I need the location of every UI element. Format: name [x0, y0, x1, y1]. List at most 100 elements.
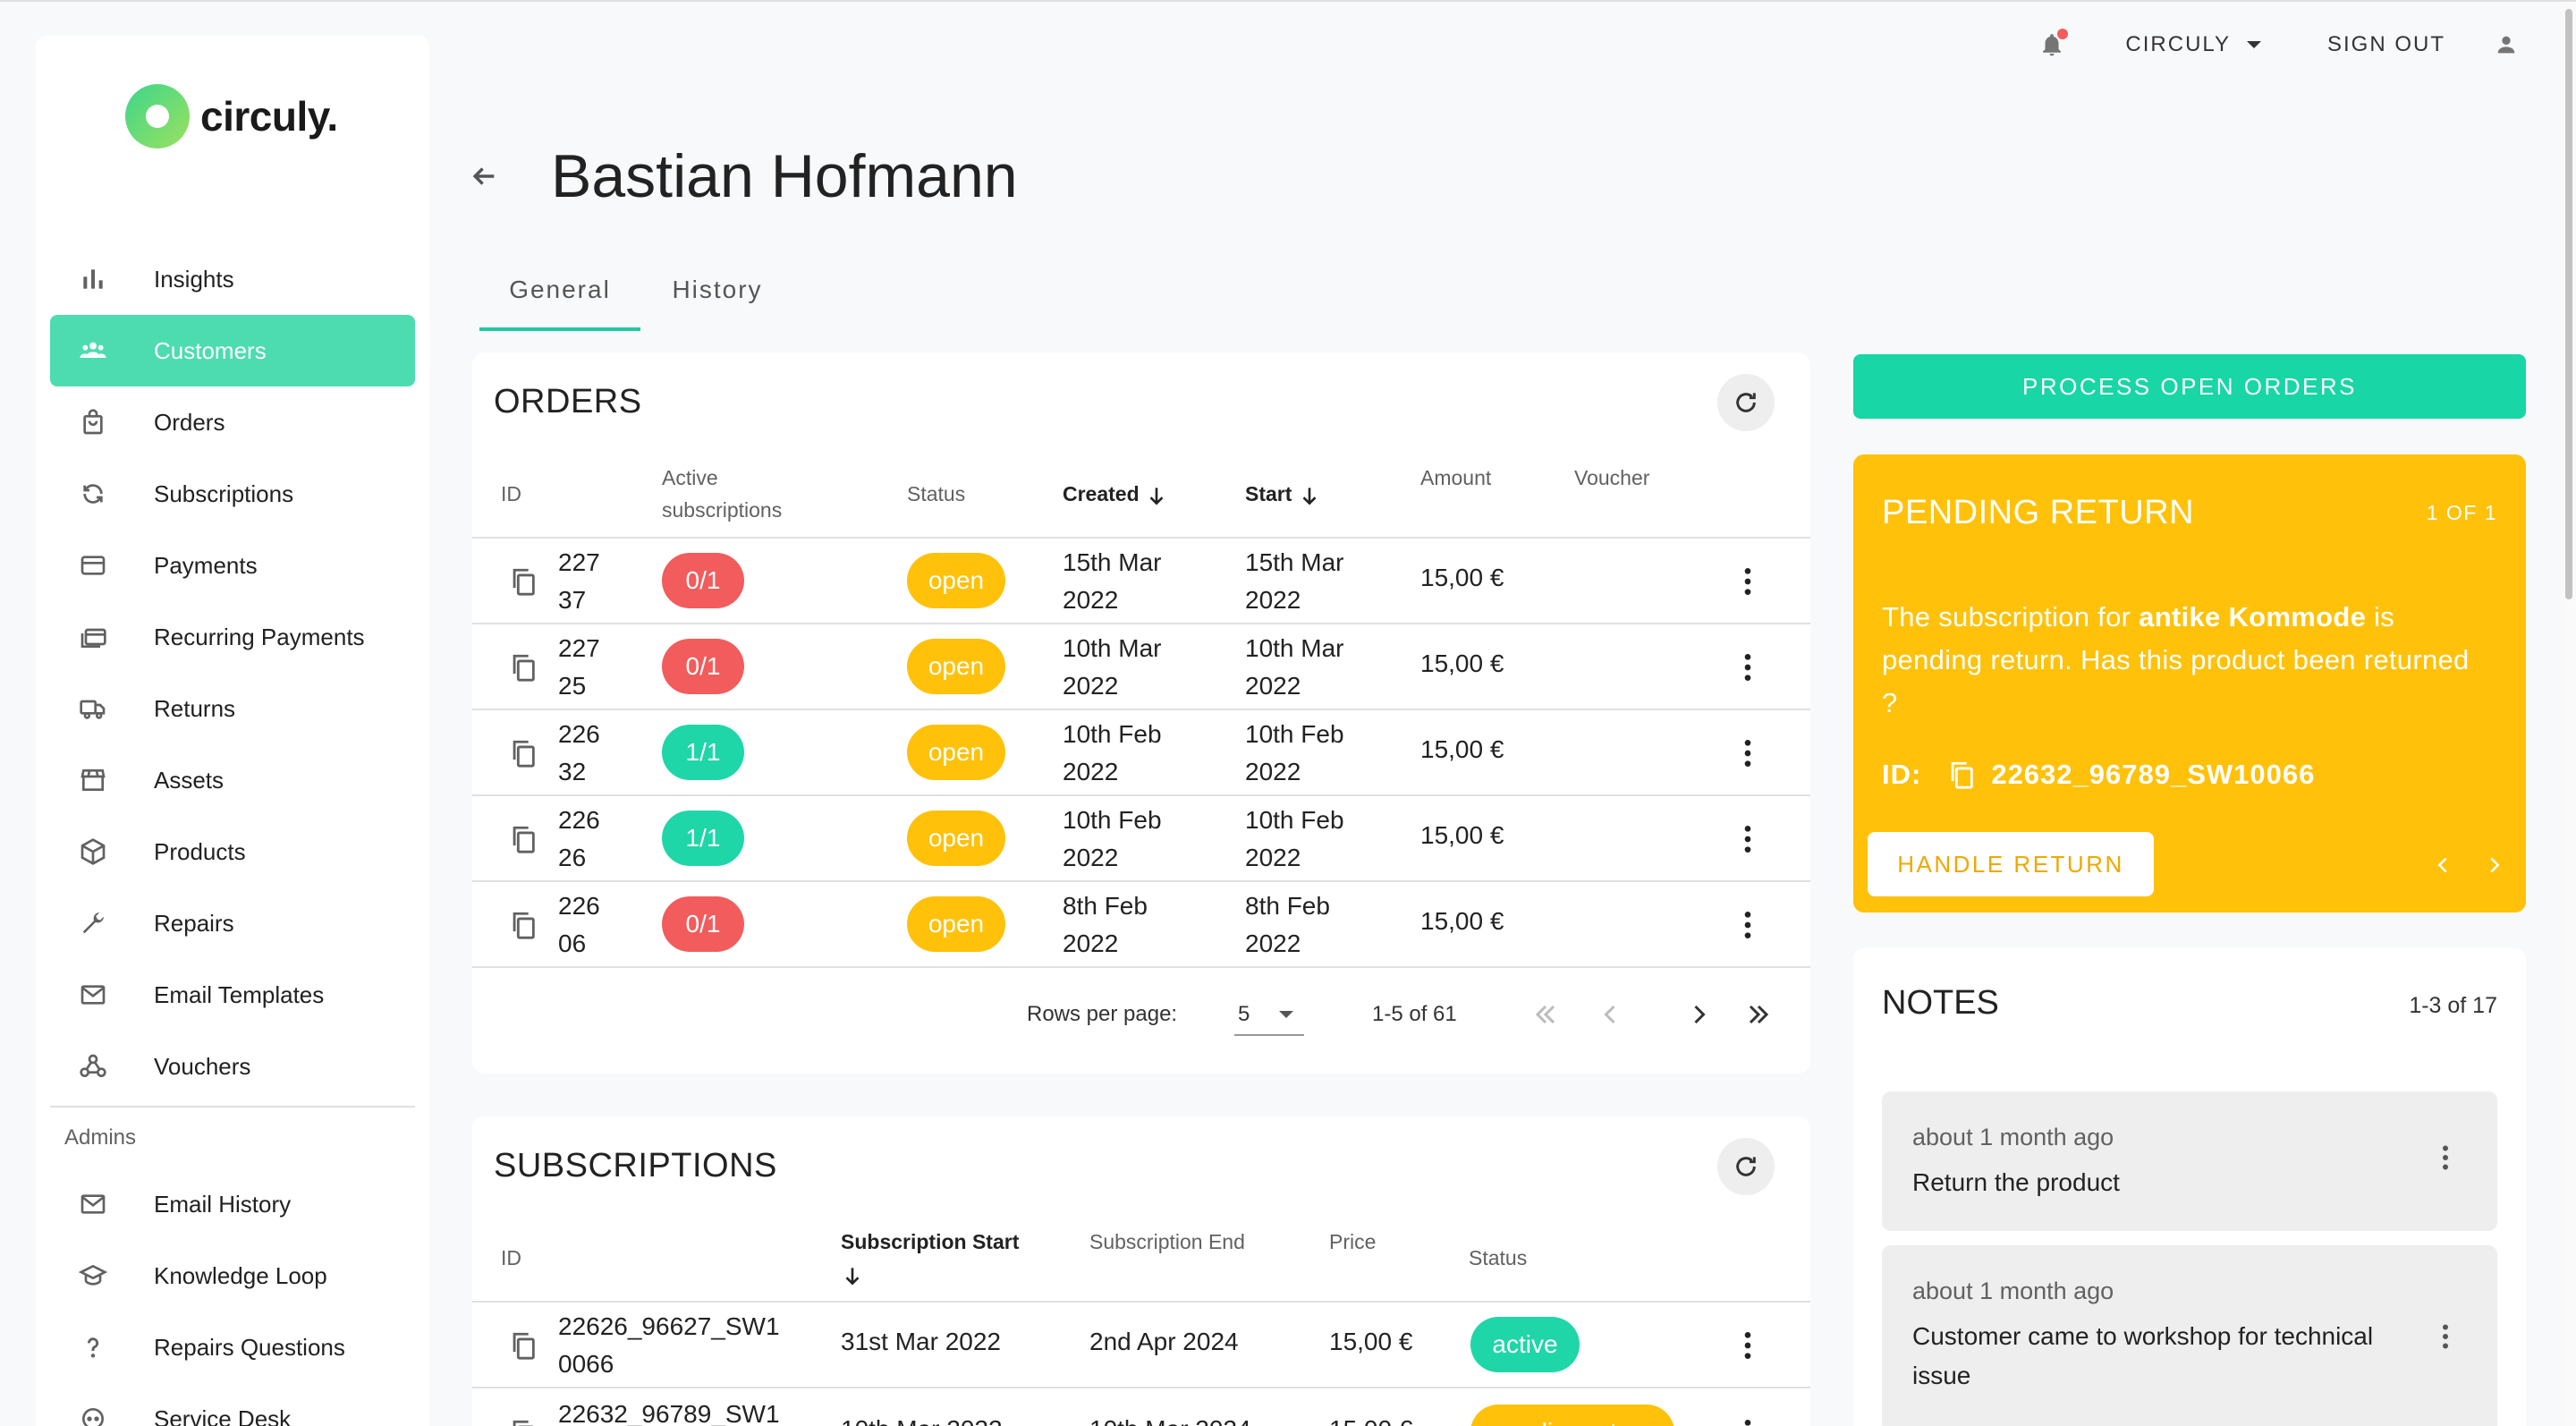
- note-menu-button[interactable]: [2426, 1317, 2465, 1356]
- sidebar-item-repairs[interactable]: Repairs: [50, 887, 415, 959]
- copy-icon[interactable]: [1946, 759, 1977, 791]
- truck-icon: [75, 691, 111, 726]
- copy-icon[interactable]: [508, 565, 538, 598]
- more-vertical-icon: [2443, 1324, 2448, 1349]
- store-icon: [75, 762, 111, 798]
- sidebar-item-orders[interactable]: Orders: [50, 386, 415, 458]
- row-menu-button[interactable]: [1728, 734, 1767, 773]
- next-page-button[interactable]: [1680, 995, 1719, 1034]
- col-header-subscription-start[interactable]: Subscription Start: [841, 1226, 1019, 1290]
- sidebar-item-recurring-payments[interactable]: Recurring Payments: [50, 601, 415, 673]
- credit-card-icon: [75, 547, 111, 583]
- notifications-button[interactable]: [2034, 27, 2070, 63]
- col-header-price: Price: [1329, 1230, 1377, 1253]
- row-menu-button[interactable]: [1728, 562, 1767, 601]
- table-row[interactable]: 226 32 1/1 open 10th Feb 2022 10th Feb 2022 1…: [472, 710, 1810, 796]
- row-menu-button[interactable]: [1728, 905, 1767, 945]
- sidebar-item-label: Subscriptions: [154, 480, 294, 507]
- row-menu-button[interactable]: [1728, 648, 1767, 687]
- copy-icon[interactable]: [508, 823, 538, 855]
- subscription-end: 2nd Apr 2024: [1089, 1328, 1239, 1355]
- account-menu-button[interactable]: CIRCULY: [2125, 32, 2261, 57]
- table-row[interactable]: 22626_96627_SW1 0066 31st Mar 2022 2nd A…: [472, 1303, 1810, 1388]
- tab-general[interactable]: General: [479, 261, 640, 331]
- page-scrollbar[interactable]: [2562, 2, 2576, 1426]
- col-header-created[interactable]: Created: [1063, 478, 1168, 510]
- order-id: 226 32: [558, 720, 600, 785]
- row-menu-button[interactable]: [1728, 1326, 1767, 1365]
- sidebar-divider: [50, 1106, 415, 1108]
- rows-per-page-select[interactable]: 5: [1234, 991, 1304, 1036]
- sidebar-item-email-history[interactable]: Email History: [50, 1168, 415, 1240]
- copy-icon[interactable]: [508, 909, 538, 941]
- top-border: [0, 0, 2576, 2]
- user-icon[interactable]: [2490, 29, 2522, 61]
- col-header-start[interactable]: Start: [1245, 478, 1321, 510]
- bell-icon: [2038, 31, 2065, 58]
- order-created: 10th Mar 2022: [1063, 634, 1162, 700]
- chevron-right-icon[interactable]: [2481, 852, 2508, 879]
- sign-out-button[interactable]: SIGN OUT: [2326, 32, 2445, 56]
- sidebar-item-assets[interactable]: Assets: [50, 744, 415, 816]
- subscriptions-refresh-button[interactable]: [1717, 1138, 1775, 1195]
- copy-icon[interactable]: [508, 651, 538, 683]
- sidebar-item-label: Assets: [154, 766, 225, 794]
- orders-refresh-button[interactable]: [1717, 374, 1775, 431]
- handle-return-button[interactable]: HANDLE RETURN: [1868, 832, 2154, 896]
- sidebar-item-service-desk[interactable]: Service Desk: [50, 1383, 415, 1426]
- col-header-active-subscriptions: Active subscriptions: [662, 466, 783, 522]
- logo-mark-icon: [125, 84, 190, 149]
- sidebar-item-subscriptions[interactable]: Subscriptions: [50, 458, 415, 530]
- sidebar-item-payments[interactable]: Payments: [50, 530, 415, 601]
- last-page-button[interactable]: [1739, 995, 1778, 1034]
- sidebar-item-email-templates[interactable]: Email Templates: [50, 959, 415, 1031]
- sidebar-item-products[interactable]: Products: [50, 816, 415, 887]
- scrollbar-thumb[interactable]: [2565, 9, 2572, 599]
- table-row[interactable]: 227 37 0/1 open 15th Mar 2022 15th Mar 2022 1…: [472, 539, 1810, 624]
- table-row[interactable]: 22632_96789_SW1 10th Mar 2022 10th Mar 2…: [472, 1390, 1810, 1426]
- chevron-left-icon[interactable]: [2429, 852, 2456, 879]
- chevron-right-icon: [1694, 1005, 1706, 1024]
- sidebar: circuly. Insights Customers Orders Subsc…: [36, 36, 429, 1426]
- arrow-down-icon: [1149, 488, 1164, 505]
- subscriptions-card: SUBSCRIPTIONS ID Subscription Start Subs…: [472, 1116, 1810, 1426]
- col-header-id: ID: [501, 1246, 521, 1269]
- col-header-amount: Amount: [1420, 466, 1492, 489]
- double-chevron-left-icon: [1535, 1005, 1555, 1024]
- sidebar-item-insights[interactable]: Insights: [50, 243, 415, 315]
- table-row[interactable]: 226 06 0/1 open 8th Feb 2022 8th Feb 2022 15,…: [472, 882, 1810, 968]
- copy-icon[interactable]: [508, 737, 538, 769]
- sidebar-item-repairs-questions[interactable]: Repairs Questions: [50, 1311, 415, 1383]
- account-label: CIRCULY: [2125, 32, 2231, 56]
- prev-page-button[interactable]: [1590, 995, 1630, 1034]
- sidebar-item-knowledge-loop[interactable]: Knowledge Loop: [50, 1240, 415, 1311]
- pending-return-title: PENDING RETURN: [1882, 494, 2195, 531]
- sidebar-item-vouchers[interactable]: Vouchers: [50, 1031, 415, 1102]
- order-start: 15th Mar 2022: [1245, 548, 1344, 614]
- process-open-orders-button[interactable]: PROCESS OPEN ORDERS: [1853, 354, 2526, 419]
- sidebar-item-returns[interactable]: Returns: [50, 673, 415, 744]
- table-row[interactable]: 226 26 1/1 open 10th Feb 2022 10th Feb 2022 1…: [472, 796, 1810, 882]
- copy-icon[interactable]: [508, 1417, 538, 1426]
- col-header-id: ID: [501, 482, 521, 505]
- order-id: 227 25: [558, 634, 600, 700]
- note-item[interactable]: about 1 month ago Customer came to works…: [1882, 1245, 2497, 1426]
- tab-history[interactable]: History: [672, 276, 763, 303]
- back-arrow-icon[interactable]: [469, 161, 499, 191]
- row-menu-button[interactable]: [1728, 819, 1767, 859]
- sidebar-item-customers[interactable]: Customers: [50, 315, 415, 386]
- caret-down-icon: [1279, 1011, 1293, 1018]
- note-item[interactable]: about 1 month ago Return the product: [1882, 1091, 2497, 1231]
- table-row[interactable]: 227 25 0/1 open 10th Mar 2022 10th Mar 2022 1…: [472, 624, 1810, 710]
- copy-icon[interactable]: [508, 1329, 538, 1362]
- row-menu-button[interactable]: [1728, 1413, 1767, 1426]
- brand-logo[interactable]: circuly.: [125, 82, 338, 150]
- sidebar-item-label: Orders: [154, 408, 225, 436]
- subscriptions-title: SUBSCRIPTIONS: [494, 1147, 777, 1184]
- first-page-button[interactable]: [1526, 995, 1565, 1034]
- note-menu-button[interactable]: [2426, 1138, 2465, 1177]
- order-created: 8th Feb 2022: [1063, 892, 1148, 957]
- order-start: 10th Feb 2022: [1245, 720, 1344, 785]
- chevron-left-icon: [1604, 1005, 1615, 1024]
- order-start: 10th Mar 2022: [1245, 634, 1344, 700]
